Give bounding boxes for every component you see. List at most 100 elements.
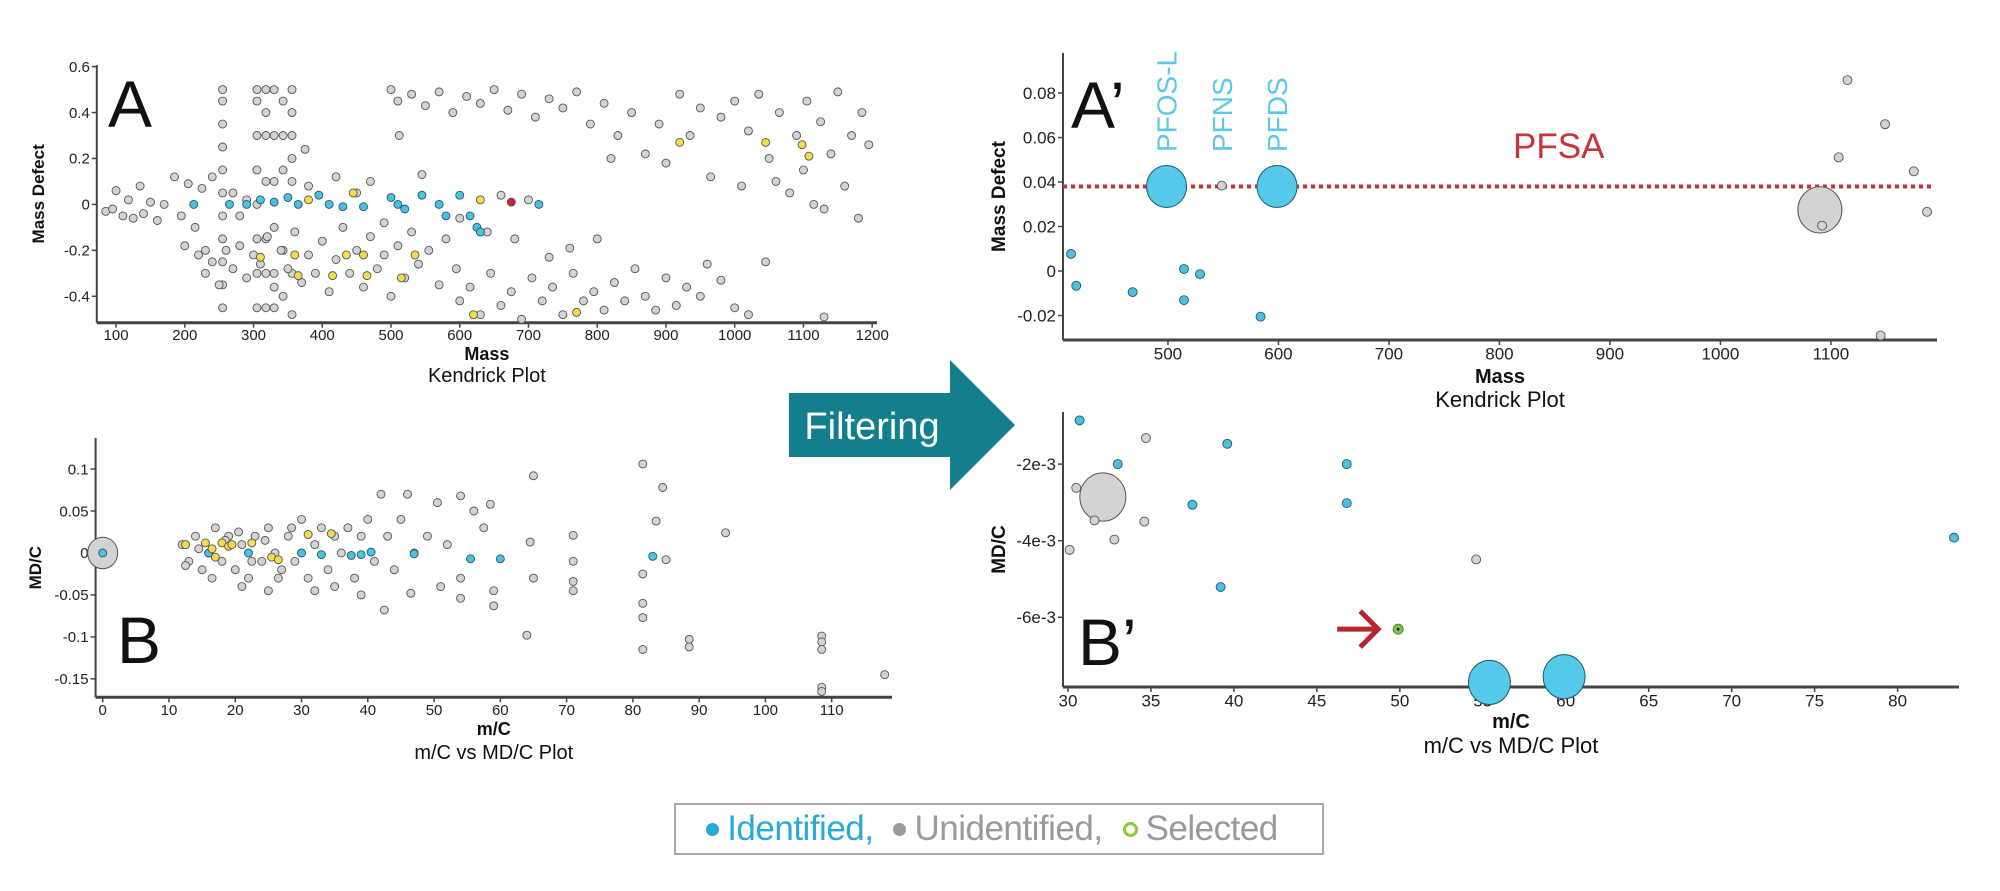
data-point-unidentified [721, 528, 731, 538]
data-point-unidentified [407, 89, 417, 99]
data-point-unidentified [442, 540, 452, 550]
data-point-unidentified [363, 514, 373, 524]
x-tick-label: 100 [753, 702, 778, 719]
data-point-unidentified [278, 291, 288, 301]
data-point-unidentified [403, 489, 412, 499]
data-point-unidentified [278, 165, 288, 175]
data-point-unidentified [197, 183, 207, 193]
data-point-series-2 [326, 529, 336, 539]
data-point-unidentified [565, 243, 575, 253]
y-tick-label: 0 [1047, 262, 1056, 281]
filtering-arrow-shape [789, 360, 1015, 490]
data-point-identified [417, 190, 427, 200]
data-point-unidentified [176, 211, 186, 221]
x-tick-label: 1100 [1813, 344, 1850, 363]
data-point-unidentified [1880, 119, 1891, 130]
data-point-unidentified [218, 96, 228, 106]
data-point-unidentified [310, 540, 320, 550]
y-tick-label: -0.1 [63, 629, 89, 646]
data-point-unidentified [123, 195, 133, 205]
data-point-series-2 [572, 307, 582, 317]
data-point-unidentified [771, 176, 781, 186]
data-point-unidentified [716, 275, 726, 285]
data-point-identified [356, 550, 366, 560]
filtering-arrow: Filtering [789, 360, 1015, 490]
chart-A2: 500 600 700 800 900 1000 1100 0.08 0.06 0.04 0.02 0… [989, 51, 1937, 412]
data-point-series-2 [181, 540, 190, 550]
x-tick-label: 30 [1059, 691, 1078, 710]
x-tick-label: 300 [241, 327, 266, 344]
x-tick-label: 60 [492, 702, 509, 719]
y-tick-label: -0.05 [54, 587, 88, 604]
data-point-unidentified [658, 483, 668, 492]
compound-label: PFOS-L [1152, 51, 1183, 152]
data-point-unidentified [180, 241, 190, 251]
reference-line-label: PFSA [1513, 127, 1605, 166]
data-point-unidentified [436, 582, 446, 591]
data-point-unidentified [303, 573, 313, 583]
data-point-unidentified [283, 264, 293, 274]
panel-letter: B’ [1078, 605, 1137, 679]
x-tick-label: 500 [378, 327, 403, 344]
x-axis-label: m/C [477, 719, 511, 739]
data-point-unidentified [214, 280, 224, 290]
chart-B: 0 10 20 30 40 50 60 70 80 90 100 110 0.1 0.05 0 -0.05 -0… [26, 438, 892, 764]
data-point-unidentified [379, 250, 389, 260]
data-point-unidentified [135, 181, 145, 191]
data-point-identified [297, 548, 306, 558]
data-point-unidentified [356, 590, 366, 600]
data-point-unidentified [568, 268, 578, 278]
data-point-unidentified [269, 303, 279, 313]
data-point-series-2 [396, 273, 406, 283]
x-tick-label: 50 [1390, 691, 1409, 710]
data-point-unidentified [847, 131, 857, 140]
data-point-identified [495, 554, 505, 564]
data-point-unidentified [486, 268, 496, 278]
y-axis-label: MD/C [26, 546, 45, 589]
data-point-unidentified [269, 282, 279, 292]
data-point-unidentified [489, 601, 499, 611]
x-tick-label: 1200 [856, 327, 889, 344]
data-point-unidentified [194, 250, 203, 260]
data-point-series-2 [475, 195, 485, 205]
large-data-point [1079, 472, 1127, 522]
data-point-unidentified [365, 232, 375, 242]
data-point-unidentified [269, 131, 279, 140]
data-point-unidentified [638, 459, 648, 469]
y-tick-label: 0.4 [69, 105, 90, 122]
x-tick-label: 200 [172, 327, 197, 344]
y-tick-label: 0.02 [1023, 217, 1056, 236]
data-point-unidentified [297, 278, 307, 287]
data-point-identified [359, 202, 368, 212]
selected-pointer-arrow-icon [1337, 609, 1382, 649]
data-point-unidentified [627, 108, 637, 117]
data-point-identified [1066, 248, 1077, 259]
data-point-unidentified [252, 96, 262, 106]
y-tick-label: -0.15 [54, 671, 88, 688]
data-point-unidentified [218, 165, 228, 175]
data-point-unidentified [489, 85, 499, 95]
data-point-identified [1341, 498, 1352, 509]
data-point-unidentified [145, 197, 155, 207]
data-point-unidentified [263, 586, 273, 596]
data-point-unidentified [792, 131, 802, 140]
data-point-unidentified [640, 291, 650, 301]
data-point-unidentified [317, 236, 327, 246]
data-point-unidentified [764, 154, 774, 163]
x-tick-label: 50 [426, 702, 443, 719]
data-point-unidentified [599, 305, 609, 315]
x-tick-label: 40 [359, 702, 376, 719]
data-point-series-2 [761, 137, 771, 147]
data-point-unidentified [568, 530, 578, 540]
data-point-unidentified [638, 613, 648, 623]
x-tick-label: 35 [1141, 691, 1160, 710]
x-tick-label: 800 [1485, 344, 1513, 363]
data-point-series-2 [273, 555, 283, 565]
large-data-point [1256, 164, 1298, 208]
data-point-unidentified [218, 119, 228, 129]
data-point-series-2 [210, 552, 220, 562]
data-point-identified [316, 550, 326, 560]
data-point-unidentified [1139, 516, 1150, 527]
x-tick-label: 600 [1264, 344, 1292, 363]
data-point-unidentified [218, 303, 228, 313]
